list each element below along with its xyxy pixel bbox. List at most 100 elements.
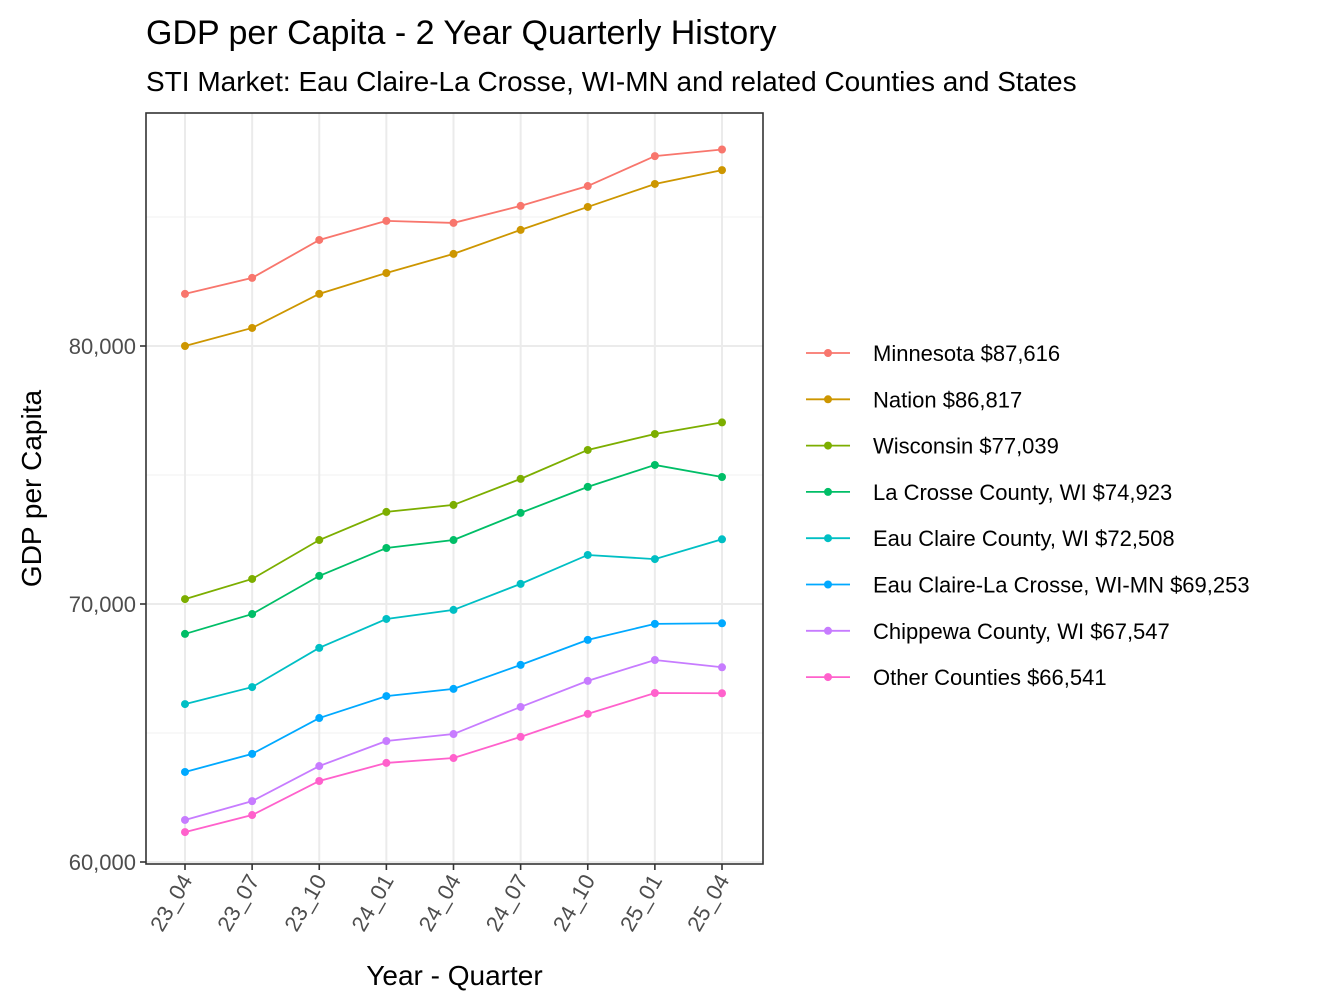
- data-point: [248, 811, 257, 820]
- data-point: [516, 508, 525, 517]
- data-point: [583, 445, 592, 454]
- data-point: [516, 732, 525, 741]
- y-tick-label: 80,000: [69, 334, 136, 359]
- legend-label: Wisconsin $77,039: [873, 434, 1059, 459]
- legend-item: Chippewa County, WI $67,547: [806, 619, 1170, 644]
- x-axis-title: Year - Quarter: [366, 960, 542, 991]
- legend-key-point: [824, 349, 832, 357]
- data-point: [650, 429, 659, 438]
- data-point: [650, 619, 659, 628]
- chart-title: GDP per Capita - 2 Year Quarterly Histor…: [146, 14, 777, 52]
- legend-label: Chippewa County, WI $67,547: [873, 619, 1170, 644]
- legend-key-point: [824, 626, 832, 635]
- data-point: [181, 289, 189, 298]
- data-point: [248, 749, 257, 758]
- legend-key-point: [824, 395, 832, 404]
- data-point: [516, 225, 525, 234]
- data-point: [650, 655, 659, 664]
- data-point: [315, 762, 324, 771]
- data-point: [583, 482, 592, 491]
- data-point: [315, 571, 324, 580]
- y-tick-label: 60,000: [69, 850, 136, 875]
- legend-key-point: [824, 534, 832, 543]
- legend-item: Nation $86,817: [806, 387, 1022, 412]
- y-tick-label: 70,000: [69, 592, 136, 617]
- x-tick-label: 24_04: [414, 870, 466, 935]
- axes: 60,000 70,000 80,000 23_04 23_07 23_10 24_01 24…: [69, 334, 735, 935]
- x-tick-label: 24_07: [481, 870, 533, 935]
- data-point: [583, 635, 592, 644]
- data-point: [449, 249, 458, 258]
- data-point: [650, 179, 659, 188]
- data-point: [449, 605, 458, 614]
- data-point: [315, 776, 324, 785]
- data-point: [650, 152, 659, 161]
- data-point: [449, 500, 458, 509]
- x-tick-label: 23_07: [212, 870, 264, 935]
- data-point: [382, 614, 391, 623]
- data-point: [248, 323, 257, 332]
- legend-key-point: [824, 580, 832, 589]
- data-point: [583, 676, 592, 685]
- data-point: [315, 289, 324, 298]
- data-point: [583, 550, 592, 559]
- data-point: [315, 714, 324, 723]
- y-axis-title: GDP per Capita: [16, 390, 47, 588]
- x-tick-label: 25_04: [682, 870, 734, 935]
- data-point: [248, 574, 257, 583]
- data-point: [382, 268, 391, 277]
- data-point: [516, 702, 525, 711]
- data-point: [181, 342, 189, 350]
- data-point: [382, 692, 391, 701]
- data-point: [650, 460, 659, 469]
- data-point: [181, 767, 189, 776]
- series-other-counties: [181, 689, 726, 837]
- x-tick-label: 24_01: [346, 870, 398, 935]
- series-layer: [181, 145, 726, 837]
- data-point: [449, 536, 458, 545]
- data-point: [718, 619, 726, 628]
- data-point: [583, 709, 592, 718]
- data-point: [718, 535, 726, 544]
- data-point: [516, 660, 525, 669]
- series-la-crosse-county-wi: [181, 460, 726, 638]
- data-point: [248, 683, 257, 692]
- data-point: [650, 555, 659, 564]
- legend-label: Other Counties $66,541: [873, 665, 1107, 690]
- legend-item: Other Counties $66,541: [806, 665, 1107, 690]
- data-point: [718, 689, 726, 698]
- legend: Minnesota $87,616 Nation $86,817 Wisconsin…: [806, 341, 1250, 690]
- legend-key-point: [824, 487, 832, 496]
- legend-key-point: [824, 673, 832, 682]
- data-point: [181, 700, 189, 709]
- data-point: [315, 643, 324, 652]
- data-point: [248, 273, 257, 282]
- data-point: [449, 730, 458, 739]
- x-tick-label: 23_04: [145, 870, 197, 935]
- legend-label: Minnesota $87,616: [873, 341, 1060, 366]
- data-point: [181, 629, 189, 638]
- legend-item: Eau Claire County, WI $72,508: [806, 526, 1175, 551]
- data-point: [583, 182, 592, 191]
- legend-label: La Crosse County, WI $74,923: [873, 480, 1172, 505]
- data-point: [248, 610, 257, 619]
- x-tick-label: 24_10: [548, 870, 600, 935]
- data-point: [449, 684, 458, 693]
- series-chippewa-county-wi: [181, 655, 726, 824]
- series-wisconsin: [181, 418, 726, 604]
- data-point: [382, 216, 391, 225]
- data-point: [516, 474, 525, 483]
- legend-item: Wisconsin $77,039: [806, 434, 1059, 459]
- legend-item: La Crosse County, WI $74,923: [806, 480, 1172, 505]
- data-point: [181, 828, 189, 837]
- data-point: [382, 736, 391, 745]
- data-point: [650, 689, 659, 698]
- data-point: [315, 536, 324, 545]
- data-point: [449, 218, 458, 227]
- panel-border: [145, 112, 764, 865]
- data-point: [248, 797, 257, 806]
- series-minnesota: [181, 145, 726, 298]
- legend-item: Minnesota $87,616: [806, 341, 1060, 366]
- legend-key-point: [824, 441, 832, 450]
